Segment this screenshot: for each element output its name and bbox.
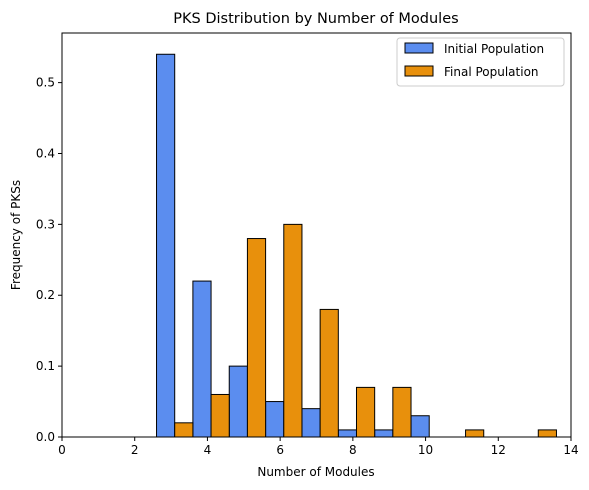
- x-tick-label: 8: [349, 443, 357, 457]
- x-axis: 0 2 4 6 8 10 12 14: [58, 437, 579, 457]
- bar-final-4: [246, 238, 267, 438]
- bar-initial-7: [337, 429, 357, 438]
- chart-title: PKS Distribution by Number of Modules: [173, 11, 458, 27]
- bar-final-8: [392, 386, 412, 438]
- legend-label-final: Final Population: [444, 65, 539, 79]
- y-tick-label: 0.4: [36, 146, 55, 160]
- bar-final-3: [210, 393, 230, 438]
- bar-initial-4: [228, 365, 248, 438]
- x-tick-label: 10: [418, 443, 433, 457]
- bar-initial-8: [374, 429, 394, 438]
- legend-swatch-final: [404, 65, 434, 77]
- bar-initial-3: [192, 280, 212, 438]
- bar-final-10: [465, 429, 485, 438]
- bar-final-5: [283, 223, 303, 438]
- x-tick-label: 12: [491, 443, 506, 457]
- x-tick-label: 2: [131, 443, 139, 457]
- y-tick-label: 0.1: [36, 359, 55, 373]
- bar-initial-9: [410, 415, 430, 438]
- bar-final-2: [174, 422, 194, 438]
- x-tick-label: 0: [58, 443, 66, 457]
- plot-frame: [61, 32, 572, 438]
- legend: Initial Population Final Population: [396, 37, 565, 87]
- y-tick-label: 0.0: [36, 430, 55, 444]
- y-axis: 0.0 0.1 0.2 0.3 0.4 0.5: [36, 76, 62, 444]
- legend-swatch-initial: [404, 42, 434, 54]
- bar-final-6: [319, 308, 339, 438]
- y-axis-title: Frequency of PKSs: [9, 180, 23, 290]
- legend-box: [396, 37, 565, 87]
- bar-initial-5: [265, 401, 285, 438]
- x-tick-label: 14: [563, 443, 578, 457]
- x-axis-title: Number of Modules: [257, 465, 374, 479]
- bars-group: [156, 53, 557, 438]
- bar-final-12: [537, 429, 557, 438]
- y-tick-label: 0.3: [36, 217, 55, 231]
- legend-label-initial: Initial Population: [444, 42, 544, 56]
- y-tick-label: 0.2: [36, 288, 55, 302]
- bar-initial-2: [156, 53, 176, 438]
- bar-initial-6: [301, 408, 321, 438]
- x-tick-label: 6: [276, 443, 284, 457]
- x-tick-label: 4: [204, 443, 212, 457]
- y-tick-label: 0.5: [36, 76, 55, 90]
- bar-final-7: [355, 386, 376, 438]
